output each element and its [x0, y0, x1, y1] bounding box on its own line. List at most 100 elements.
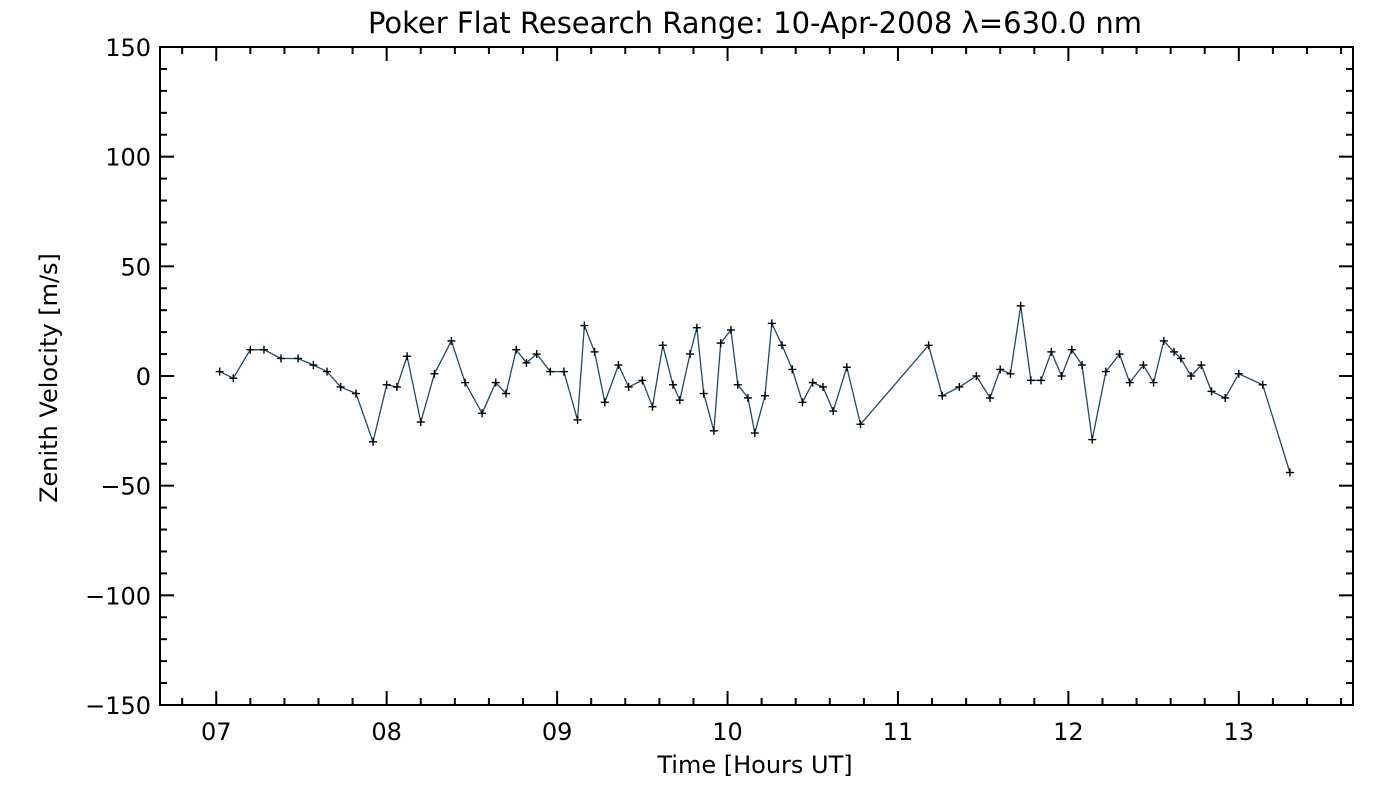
data-point	[709, 426, 718, 435]
data-point	[829, 407, 838, 416]
series-layer	[215, 301, 1294, 477]
x-axis-label: Time [Hours UT]	[656, 751, 852, 779]
series-line	[219, 305, 1291, 473]
data-point	[798, 398, 807, 407]
data-point	[416, 418, 425, 427]
data-point	[478, 409, 487, 418]
data-point	[985, 393, 994, 402]
x-tick-label: 08	[371, 718, 402, 746]
x-tick-label: 07	[201, 718, 232, 746]
data-point	[491, 378, 500, 387]
data-point	[1006, 369, 1015, 378]
data-point	[1057, 372, 1066, 380]
data-point	[309, 361, 318, 370]
data-point	[1197, 361, 1206, 370]
data-point	[818, 382, 827, 391]
data-point	[778, 341, 787, 350]
data-point	[856, 420, 865, 429]
x-tick-label: 10	[712, 718, 743, 746]
y-tick-label: 150	[105, 34, 151, 62]
data-point	[294, 354, 303, 363]
data-point	[1037, 376, 1046, 385]
data-point	[761, 391, 770, 400]
data-point	[842, 363, 851, 372]
data-point	[1258, 380, 1267, 389]
data-point	[580, 321, 589, 330]
data-point	[658, 341, 667, 350]
data-point	[215, 367, 224, 376]
data-point	[590, 347, 599, 356]
data-point	[501, 389, 510, 398]
axes: 07 08 09 10 11 12 13 −150 −100 −50 0 50 100 150	[85, 34, 1354, 746]
data-point	[972, 372, 981, 380]
y-tick-label: −150	[85, 692, 151, 720]
plot-frame	[159, 46, 1354, 706]
data-point	[624, 382, 633, 391]
data-point	[229, 374, 238, 383]
data-point	[692, 323, 701, 332]
data-point	[675, 396, 684, 405]
data-point	[392, 382, 401, 391]
data-point	[767, 319, 776, 328]
data-point	[726, 325, 735, 334]
x-tick-label: 13	[1224, 718, 1255, 746]
data-point	[336, 382, 345, 391]
data-point	[1078, 361, 1087, 370]
data-point	[924, 341, 933, 350]
y-tick-label: −50	[100, 473, 151, 501]
data-point	[699, 389, 708, 398]
data-point	[1016, 301, 1025, 310]
data-point	[1067, 345, 1076, 354]
data-point	[522, 358, 531, 367]
data-point	[532, 350, 541, 359]
chart-title: Poker Flat Research Range: 10-Apr-2008 λ…	[368, 6, 1142, 40]
x-tick-label: 12	[1053, 718, 1084, 746]
data-point	[1139, 361, 1148, 370]
data-point	[559, 367, 568, 376]
data-point	[648, 402, 657, 411]
data-point	[447, 336, 456, 345]
data-point	[750, 429, 759, 438]
data-point	[1285, 468, 1294, 477]
data-point	[716, 339, 725, 348]
data-point	[1221, 393, 1230, 402]
data-point	[1207, 387, 1216, 396]
data-point	[259, 345, 268, 354]
y-tick-label: 50	[120, 253, 151, 281]
data-point	[403, 352, 412, 361]
data-point	[733, 380, 742, 389]
data-point	[1026, 376, 1035, 385]
data-point	[1115, 350, 1124, 359]
data-point	[638, 376, 647, 385]
data-point	[808, 378, 817, 387]
data-point	[323, 367, 332, 376]
data-point	[955, 382, 964, 391]
data-point	[512, 345, 521, 354]
data-point	[546, 367, 555, 376]
x-tick-label: 09	[542, 718, 573, 746]
data-point	[351, 389, 360, 398]
data-point	[430, 369, 439, 378]
data-point	[1101, 367, 1110, 376]
data-point	[668, 380, 677, 389]
data-point	[788, 365, 797, 374]
data-point	[277, 354, 286, 363]
data-point	[1170, 347, 1179, 356]
data-point	[1149, 378, 1158, 387]
data-point	[573, 415, 582, 424]
data-point	[686, 350, 695, 359]
x-tick-label: 11	[883, 718, 914, 746]
y-tick-label: 0	[136, 363, 151, 391]
data-point	[1176, 354, 1185, 363]
y-axis-label: Zenith Velocity [m/s]	[35, 253, 63, 503]
data-point	[614, 361, 623, 370]
y-tick-label: −100	[85, 582, 151, 610]
data-point	[369, 437, 378, 446]
data-point	[1125, 378, 1134, 387]
data-point	[461, 378, 470, 387]
data-point	[600, 398, 609, 407]
data-point	[382, 380, 391, 389]
data-point	[743, 393, 752, 402]
data-point	[1088, 435, 1097, 444]
